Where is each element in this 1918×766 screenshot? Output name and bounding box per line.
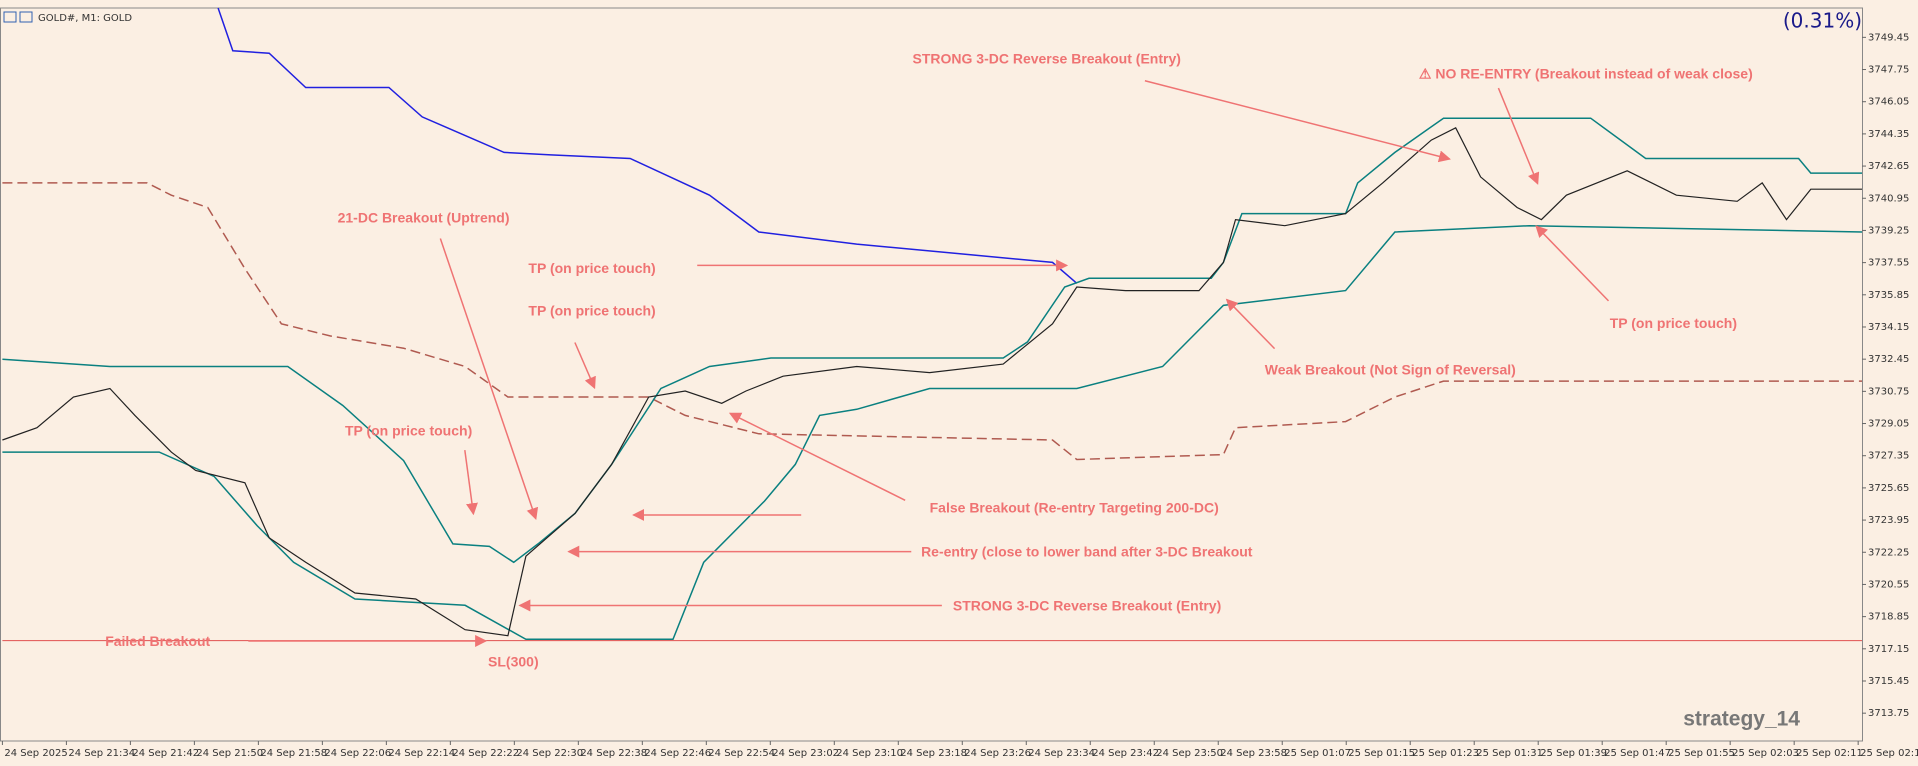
y-tick-label: 3715.45 <box>1868 676 1909 687</box>
x-tick-label: 25 Sep 01:07 <box>1284 748 1351 759</box>
y-tick-label: 3722.25 <box>1868 547 1909 558</box>
x-tick-label: 25 Sep 02:19 <box>1860 748 1918 759</box>
x-tick-label: 25 Sep 02:03 <box>1732 748 1799 759</box>
y-tick-label: 3734.15 <box>1868 322 1909 333</box>
annotation: TP (on price touch) <box>528 303 655 319</box>
x-tick-label: 25 Sep 01:39 <box>1540 748 1607 759</box>
x-tick-label: 24 Sep 22:14 <box>388 748 455 759</box>
annotation: ⚠ NO RE-ENTRY (Breakout instead of weak … <box>1419 65 1753 81</box>
change-label: (0.31%) <box>1783 9 1862 33</box>
x-tick-label: 25 Sep 01:55 <box>1668 748 1735 759</box>
watermark: strategy_14 <box>1683 708 1800 731</box>
x-tick-label: 24 Sep 23:18 <box>900 748 967 759</box>
y-tick-label: 3744.35 <box>1868 129 1909 140</box>
y-tick-label: 3740.95 <box>1868 193 1909 204</box>
x-tick-label: 24 Sep 23:50 <box>1156 748 1223 759</box>
x-tick-label: 24 Sep 22:38 <box>580 748 647 759</box>
x-tick-label: 24 Sep 23:58 <box>1220 748 1287 759</box>
series-line <box>2 117 1862 564</box>
series-line <box>2 182 1862 461</box>
arrow <box>464 450 478 516</box>
y-tick-label: 3749.45 <box>1868 32 1909 43</box>
y-tick-label: 3723.95 <box>1868 515 1909 526</box>
x-tick-label: 24 Sep 22:30 <box>516 748 583 759</box>
annotation: Re-entry (close to lower band after 3-DC… <box>921 544 1253 560</box>
y-tick-label: 3717.15 <box>1868 644 1909 655</box>
y-tick-label: 3732.45 <box>1868 354 1909 365</box>
y-tick-label: 3729.05 <box>1868 419 1909 430</box>
y-tick-label: 3713.75 <box>1868 708 1909 719</box>
series-line <box>217 7 1078 284</box>
x-tick-label: 24 Sep 23:10 <box>836 748 903 759</box>
arrow <box>574 342 596 390</box>
x-tick-label: 25 Sep 01:31 <box>1476 748 1543 759</box>
x-tick-label: 25 Sep 01:47 <box>1604 748 1671 759</box>
annotation: False Breakout (Re-entry Targeting 200-D… <box>930 500 1219 516</box>
y-tick-label: 3737.55 <box>1868 258 1909 269</box>
y-tick-label: 3725.65 <box>1868 483 1909 494</box>
symbol-label: GOLD#, M1: GOLD <box>38 13 132 24</box>
arrow <box>1535 225 1610 302</box>
x-tick-label: 24 Sep 23:02 <box>772 748 839 759</box>
y-tick-label: 3718.85 <box>1868 612 1909 623</box>
y-tick-label: 3727.35 <box>1868 451 1909 462</box>
annotation: 21-DC Breakout (Uptrend) <box>338 210 510 226</box>
annotation: STRONG 3-DC Reverse Breakout (Entry) <box>953 597 1221 613</box>
x-tick-label: 24 Sep 21:50 <box>196 748 263 759</box>
arrow <box>1144 80 1451 163</box>
arrow <box>728 412 906 501</box>
x-tick-label: 24 Sep 21:58 <box>260 748 327 759</box>
series-line <box>2 126 1862 637</box>
arrow <box>439 238 539 521</box>
x-tick-label: 25 Sep 02:11 <box>1796 748 1863 759</box>
y-tick-label: 3720.55 <box>1868 579 1909 590</box>
annotation: TP (on price touch) <box>1610 315 1737 331</box>
x-tick-label: 25 Sep 01:23 <box>1412 748 1479 759</box>
y-tick-label: 3747.75 <box>1868 65 1909 76</box>
x-tick-label: 24 Sep 23:42 <box>1092 748 1159 759</box>
annotation: STRONG 3-DC Reverse Breakout (Entry) <box>913 51 1181 67</box>
arrow <box>1225 298 1276 350</box>
x-tick-label: 24 Sep 22:54 <box>708 748 775 759</box>
y-tick-label: 3746.05 <box>1868 97 1909 108</box>
x-tick-label: 24 Sep 21:34 <box>68 748 135 759</box>
y-tick-label: 3742.65 <box>1868 161 1909 172</box>
annotation: SL(300) <box>488 654 539 670</box>
x-tick-label: 24 Sep 22:06 <box>324 748 391 759</box>
y-tick-label: 3735.85 <box>1868 290 1909 301</box>
series-line <box>2 224 1863 641</box>
x-tick-label: 24 Sep 22:46 <box>644 748 711 759</box>
icon <box>19 11 33 23</box>
x-tick-label: 24 Sep 21:42 <box>132 748 199 759</box>
annotation: Failed Breakout <box>105 633 210 649</box>
annotation: TP (on price touch) <box>528 260 655 276</box>
arrow <box>1497 87 1540 185</box>
annotation: TP (on price touch) <box>345 422 472 438</box>
x-tick-label: 24 Sep 23:26 <box>964 748 1031 759</box>
x-tick-label: 25 Sep 01:15 <box>1348 748 1415 759</box>
annotation: Weak Breakout (Not Sign of Reversal) <box>1265 361 1516 377</box>
y-tick-label: 3739.25 <box>1868 225 1909 236</box>
icon <box>3 11 17 23</box>
x-tick-label: 24 Sep 23:34 <box>1028 748 1095 759</box>
plot-frame <box>0 7 1863 742</box>
y-tick-label: 3730.75 <box>1868 386 1909 397</box>
x-tick-label: 24 Sep 2025 <box>4 748 67 759</box>
x-tick-label: 24 Sep 22:22 <box>452 748 519 759</box>
